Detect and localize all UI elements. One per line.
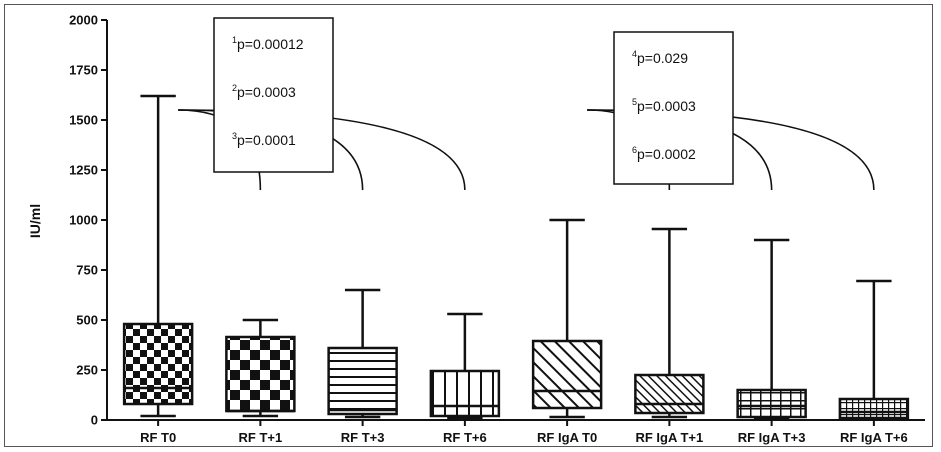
pvalue-superscript: 2 [232, 83, 237, 93]
y-tick-label: 2000 [69, 13, 98, 28]
y-axis-label: IU/ml [27, 204, 43, 238]
x-tick-label: RF T+3 [341, 430, 385, 445]
pvalue-box [613, 31, 734, 185]
pvalue-text: p=0.0002 [637, 146, 696, 162]
y-tick-label: 250 [76, 363, 98, 378]
box-rf-iga-t0 [531, 218, 603, 419]
box-body [225, 335, 296, 413]
box-rf-t-6 [429, 312, 501, 420]
y-tick-label: 1750 [69, 63, 98, 78]
x-tick-label: RF IgA T+6 [840, 430, 908, 445]
x-tick-label: RF IgA T+1 [635, 430, 703, 445]
y-tick-label: 1000 [69, 213, 98, 228]
box-rf-iga-t-3 [736, 238, 807, 420]
axes: 0 250 500 750 1000 1250 1500 1750 2000 RF T0 RF T+… [69, 13, 925, 445]
boxes [122, 94, 910, 421]
x-tick-label: RF T+1 [239, 430, 283, 445]
box-rf-iga-t-1 [634, 227, 705, 419]
box-body [122, 322, 194, 406]
figure-frame [4, 4, 933, 447]
box-rf-t-1 [225, 318, 296, 418]
box-body [838, 397, 910, 420]
x-tick-label: RF IgA T0 [537, 430, 597, 445]
box-rf-iga-t-6 [838, 279, 910, 421]
box-body [327, 346, 398, 416]
y-tick-label: 1250 [69, 163, 98, 178]
pvalue-box [213, 17, 334, 173]
y-tick-label: 1500 [69, 113, 98, 128]
box-rf-t-3 [327, 288, 398, 419]
pvalue-text: p=0.0003 [637, 98, 696, 114]
box-body [429, 369, 501, 418]
box-rf-t0 [122, 94, 194, 418]
pvalue-text: p=0.0003 [237, 84, 296, 100]
pvalue-text: p=0.029 [637, 50, 688, 66]
box-body [531, 339, 603, 410]
pvalue-superscript: 6 [632, 145, 637, 155]
pvalue-superscript: 5 [632, 97, 637, 107]
x-tick-label: RF T+6 [443, 430, 487, 445]
box-body [634, 373, 705, 415]
y-tick-label: 750 [76, 263, 98, 278]
pvalue-superscript: 3 [232, 131, 237, 141]
significance-group-1: 1 p=0.00012 2 p=0.0003 3 p=0.0001 [178, 17, 466, 191]
pvalue-superscript: 1 [232, 35, 237, 45]
box-body [736, 388, 807, 419]
pvalue-text: p=0.00012 [237, 36, 304, 52]
y-tick-label: 0 [91, 413, 98, 428]
x-tick-label: RF T0 [140, 430, 176, 445]
pvalue-text: p=0.0001 [237, 132, 296, 148]
x-tick-label: RF IgA T+3 [738, 430, 806, 445]
pvalue-superscript: 4 [632, 49, 637, 59]
significance-group-2: 4 p=0.029 5 p=0.0003 6 p=0.0002 [587, 31, 875, 191]
y-tick-label: 500 [76, 313, 98, 328]
